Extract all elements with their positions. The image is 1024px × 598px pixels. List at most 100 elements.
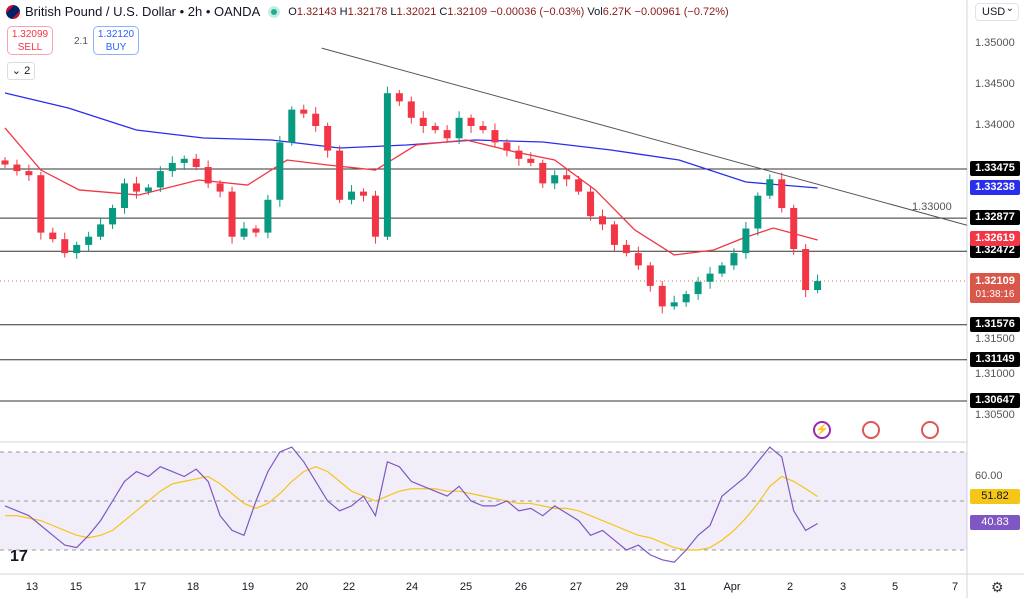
candle-body — [694, 281, 702, 295]
level-price-label: 1.30647 — [970, 392, 1020, 408]
ma-long-value-label: 1.33238 — [970, 180, 1020, 196]
time-tick-label: 22 — [342, 581, 356, 593]
change-value: −0.00036 (−0.03%) — [490, 5, 585, 18]
time-tick-label: 20 — [295, 581, 309, 593]
candle-body — [25, 171, 33, 176]
candle-body — [814, 281, 822, 290]
last-price: 1.32109 — [975, 275, 1015, 288]
candle-body — [121, 183, 128, 208]
candle-body — [180, 158, 188, 163]
candle-body — [634, 253, 642, 266]
ma-short-value-label: 1.32619 — [970, 231, 1020, 247]
us-event-flag-icon[interactable] — [921, 421, 939, 439]
symbol-title[interactable]: British Pound / U.S. Dollar • 2h • OANDA — [25, 4, 261, 19]
volume-label: Vol — [587, 5, 603, 18]
candle-body — [610, 224, 618, 245]
close-value: 1.32109 — [447, 5, 488, 18]
candle-body — [646, 265, 654, 286]
candle-body — [360, 191, 367, 196]
candle-body — [730, 253, 738, 266]
candle-body — [431, 126, 439, 131]
candle-body — [13, 164, 21, 172]
candle-body — [109, 208, 117, 225]
time-tick-label: 18 — [186, 581, 200, 593]
candle-body — [73, 244, 81, 254]
candle-body — [336, 150, 344, 200]
candle-body — [766, 179, 774, 196]
candle-body — [132, 183, 140, 192]
rsi-ma-line — [5, 466, 818, 551]
rsi-value-label: 40.83 — [970, 515, 1020, 531]
low-value: 1.32021 — [396, 5, 437, 18]
price-tick-label: 1.34500 — [975, 78, 1015, 90]
candle-body — [491, 130, 499, 143]
candle-body — [754, 195, 762, 229]
candle-body — [144, 187, 152, 192]
time-tick-label: 3 — [839, 581, 847, 593]
candle-body — [718, 265, 726, 274]
collapse-indicators-button[interactable]: ⌄ 2 — [7, 62, 35, 80]
close-label: C — [439, 5, 448, 18]
candle-body — [300, 109, 308, 114]
candle-body — [37, 175, 45, 233]
open-value: 1.32143 — [296, 5, 337, 18]
candle-body — [288, 109, 296, 143]
candle-body — [587, 191, 595, 217]
candle-body — [324, 126, 332, 151]
candle-body — [383, 93, 391, 237]
candle-body — [276, 142, 284, 200]
time-tick-label: 29 — [615, 581, 629, 593]
buy-label: BUY — [105, 42, 127, 53]
level-price-label: 1.33475 — [970, 161, 1020, 177]
candle-body — [622, 244, 630, 254]
gbp-usd-flag-icon — [6, 4, 20, 19]
candle-body — [802, 249, 810, 290]
candle-body — [742, 228, 750, 254]
candle-body — [443, 130, 451, 139]
sell-button[interactable]: 1.32099 SELL — [7, 26, 53, 55]
candle-body — [479, 126, 487, 131]
candle-body — [575, 179, 583, 192]
chart-header: British Pound / U.S. Dollar • 2h • OANDA… — [6, 4, 729, 19]
candle-body — [407, 101, 415, 118]
last-price-label: 1.32109 01:38:16 — [970, 273, 1020, 304]
candle-body — [1, 160, 9, 165]
time-tick-label: 5 — [891, 581, 899, 593]
time-tick-label: Apr — [723, 581, 741, 593]
buy-button[interactable]: 1.32120 BUY — [93, 26, 139, 55]
time-tick-label: 7 — [951, 581, 959, 593]
candle-body — [790, 208, 798, 249]
ma-long-line — [4, 92, 818, 189]
candle-body — [539, 162, 547, 184]
time-tick-label: 2 — [786, 581, 794, 593]
candle-body — [49, 232, 57, 240]
volume-value: 6.27K — [602, 5, 632, 18]
candle-body — [97, 224, 105, 237]
settings-icon[interactable]: ⚙ — [991, 579, 1004, 595]
price-tick-label: 1.30500 — [975, 408, 1015, 421]
market-open-icon — [268, 5, 281, 18]
candle-body — [348, 191, 356, 200]
candle-body — [371, 195, 379, 237]
level-price-label: 1.32472 — [970, 243, 1020, 259]
rsi-line — [4, 446, 818, 563]
candle-body — [216, 183, 224, 192]
ohlc-readout: O1.32143 H1.32178 L1.32021 C1.32109 −0.0… — [288, 6, 728, 18]
bar-countdown: 01:38:16 — [975, 289, 1015, 301]
currency-select[interactable]: USD — [975, 1, 1019, 21]
level-price-label: 1.31576 — [970, 316, 1020, 332]
low-label: L — [390, 5, 397, 18]
candle-body — [706, 273, 714, 282]
event-icon[interactable]: ⚡ — [813, 421, 831, 439]
high-value: 1.32178 — [347, 5, 388, 18]
buy-price: 1.32120 — [97, 29, 135, 40]
us-event-flag-icon[interactable] — [862, 421, 880, 439]
candle-body — [670, 302, 678, 307]
trendline — [321, 47, 968, 226]
time-tick-label: 27 — [569, 581, 583, 593]
tradingview-logo: 17 — [10, 548, 28, 565]
time-tick-label: 25 — [459, 581, 473, 593]
volume-change-value: −0.00961 (−0.72%) — [634, 5, 729, 18]
rsi-tick-label: 60.00 — [975, 469, 1003, 482]
